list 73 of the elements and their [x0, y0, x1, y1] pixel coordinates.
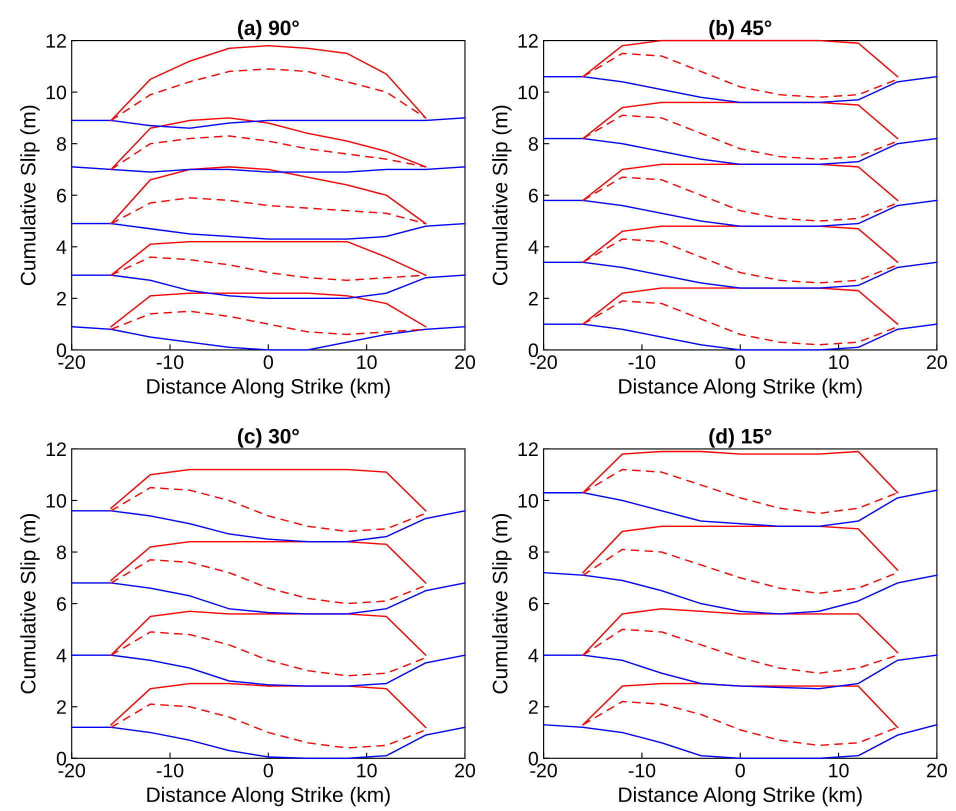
x-tick-label: 10 [829, 355, 849, 370]
y-tick-label: 2 [528, 700, 538, 714]
x-tick-label: -20 [58, 764, 85, 778]
x-tick-label: -20 [530, 764, 557, 778]
line-series [542, 654, 938, 690]
y-tick-label: 0 [56, 343, 66, 358]
x-tick-label: -20 [530, 355, 557, 370]
y-axis-title: Cumulative Slip (m) [492, 106, 512, 286]
x-tick-label: 20 [455, 764, 476, 778]
chart-title: (a) 90° [238, 20, 299, 40]
line-series [542, 262, 938, 289]
line-series [71, 274, 466, 300]
y-tick-label: 12 [518, 442, 538, 456]
y-tick-label: 0 [56, 752, 66, 766]
y-tick-label: 2 [57, 700, 66, 714]
x-tick-label: 10 [829, 764, 849, 778]
y-tick-label: 12 [46, 442, 66, 456]
line-series [542, 489, 938, 527]
x-tick-label: -20 [58, 355, 85, 370]
line-series [542, 572, 938, 615]
x-tick-label: -10 [628, 355, 656, 370]
line-series [542, 200, 938, 227]
y-tick-label: 2 [57, 292, 66, 306]
x-tick-label: -10 [628, 764, 656, 778]
x-tick-label: 10 [357, 355, 377, 370]
y-axis-title: Cumulative Slip (m) [492, 514, 512, 694]
y-tick-label: 8 [528, 137, 538, 151]
y-tick-label: 4 [56, 648, 66, 662]
chart-title: (d) 15° [709, 428, 772, 448]
x-tick-label: -10 [156, 764, 184, 778]
y-tick-label: 0 [528, 343, 538, 358]
line-series [542, 138, 938, 165]
y-tick-label: 12 [518, 34, 538, 48]
y-tick-label: 10 [518, 494, 538, 508]
chart-title: (b) 45° [709, 20, 772, 40]
x-tick-label: 0 [736, 764, 745, 778]
line-series [71, 654, 466, 687]
y-axis-title: Cumulative Slip (m) [20, 514, 40, 694]
x-tick-label: 20 [927, 764, 947, 778]
line-series [71, 582, 466, 615]
x-tick-label: 20 [455, 355, 476, 370]
line-series [71, 510, 466, 542]
x-axis-title: Distance Along Strike (km) [147, 786, 390, 806]
y-tick-label: 6 [57, 188, 66, 202]
y-tick-label: 4 [528, 648, 538, 662]
x-axis-title: Distance Along Strike (km) [619, 786, 862, 806]
y-tick-label: 0 [528, 752, 538, 766]
y-tick-label: 6 [57, 597, 66, 611]
x-tick-label: 0 [264, 764, 273, 778]
y-tick-label: 10 [46, 494, 66, 508]
x-axis-title: Distance Along Strike (km) [147, 378, 390, 398]
x-tick-label: 0 [264, 355, 273, 370]
line-series [71, 117, 466, 129]
y-axis-title: Cumulative Slip (m) [20, 106, 40, 286]
y-tick-label: 8 [56, 546, 66, 560]
x-tick-label: 10 [357, 764, 377, 778]
y-tick-label: 8 [528, 546, 538, 560]
y-tick-label: 6 [528, 188, 538, 202]
chart-title: (c) 30° [238, 428, 299, 448]
y-tick-label: 2 [528, 292, 538, 306]
x-tick-label: 20 [927, 355, 947, 370]
line-series [71, 222, 466, 240]
x-tick-label: 0 [736, 355, 745, 370]
y-tick-label: 8 [56, 137, 66, 151]
y-tick-label: 12 [46, 34, 66, 48]
line-series [542, 76, 938, 104]
y-tick-label: 6 [528, 597, 538, 611]
y-tick-label: 4 [56, 240, 66, 254]
x-axis-title: Distance Along Strike (km) [619, 378, 862, 398]
y-tick-label: 10 [46, 86, 66, 100]
x-tick-label: -10 [156, 355, 184, 370]
y-tick-label: 4 [528, 240, 538, 254]
y-tick-label: 10 [518, 86, 538, 100]
